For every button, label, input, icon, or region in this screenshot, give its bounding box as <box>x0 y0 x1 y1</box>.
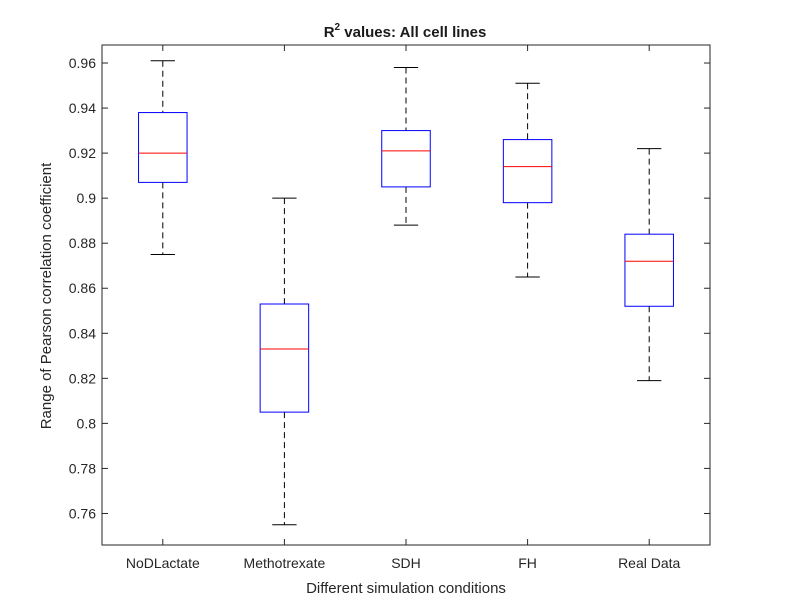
box-2 <box>381 67 431 226</box>
chart-title-superscript: 2 <box>335 22 341 33</box>
y-tick-label: 0.78 <box>69 460 96 476</box>
y-tick-label: 0.82 <box>69 370 96 386</box>
box-4 <box>624 148 674 382</box>
y-axis: 0.76 0.78 0.8 0.82 0.84 0.86 0.88 0.9 0.92 0.94 0.… <box>69 55 710 521</box>
y-tick-label: 0.86 <box>69 280 96 296</box>
iqr-box <box>624 233 674 307</box>
box-0 <box>138 60 188 255</box>
x-tick-label: NoDLactate <box>126 555 200 571</box>
x-axis-label: Different simulation conditions <box>306 580 506 597</box>
y-axis-label: Range of Pearson correlation coefficient <box>38 162 55 429</box>
chart-title-main: R <box>324 24 335 41</box>
iqr-box <box>138 112 188 183</box>
x-tick-label: Real Data <box>618 555 680 571</box>
x-tick-label: SDH <box>391 555 421 571</box>
x-axis: NoDLactate Methotrexate SDH FH Real Data <box>126 45 681 571</box>
y-tick-label: 0.92 <box>69 145 96 161</box>
x-tick-label: Methotrexate <box>244 555 326 571</box>
y-tick-label: 0.76 <box>69 505 96 521</box>
chart-title: R2 values: All cell lines <box>324 22 487 41</box>
iqr-box <box>259 303 310 413</box>
y-tick-label: 0.84 <box>69 325 96 341</box>
y-tick-label: 0.8 <box>77 415 97 431</box>
y-tick-label: 0.9 <box>77 190 97 206</box>
x-tick-label: FH <box>518 555 537 571</box>
y-tick-label: 0.94 <box>69 100 96 116</box>
box-series <box>138 60 674 526</box>
box-3 <box>502 82 553 278</box>
iqr-box <box>502 139 553 204</box>
y-tick-label: 0.88 <box>69 235 96 251</box>
iqr-box <box>381 130 431 188</box>
y-tick-label: 0.96 <box>69 55 96 71</box>
box-1 <box>259 197 310 526</box>
chart-title-rest: values: All cell lines <box>340 24 486 41</box>
